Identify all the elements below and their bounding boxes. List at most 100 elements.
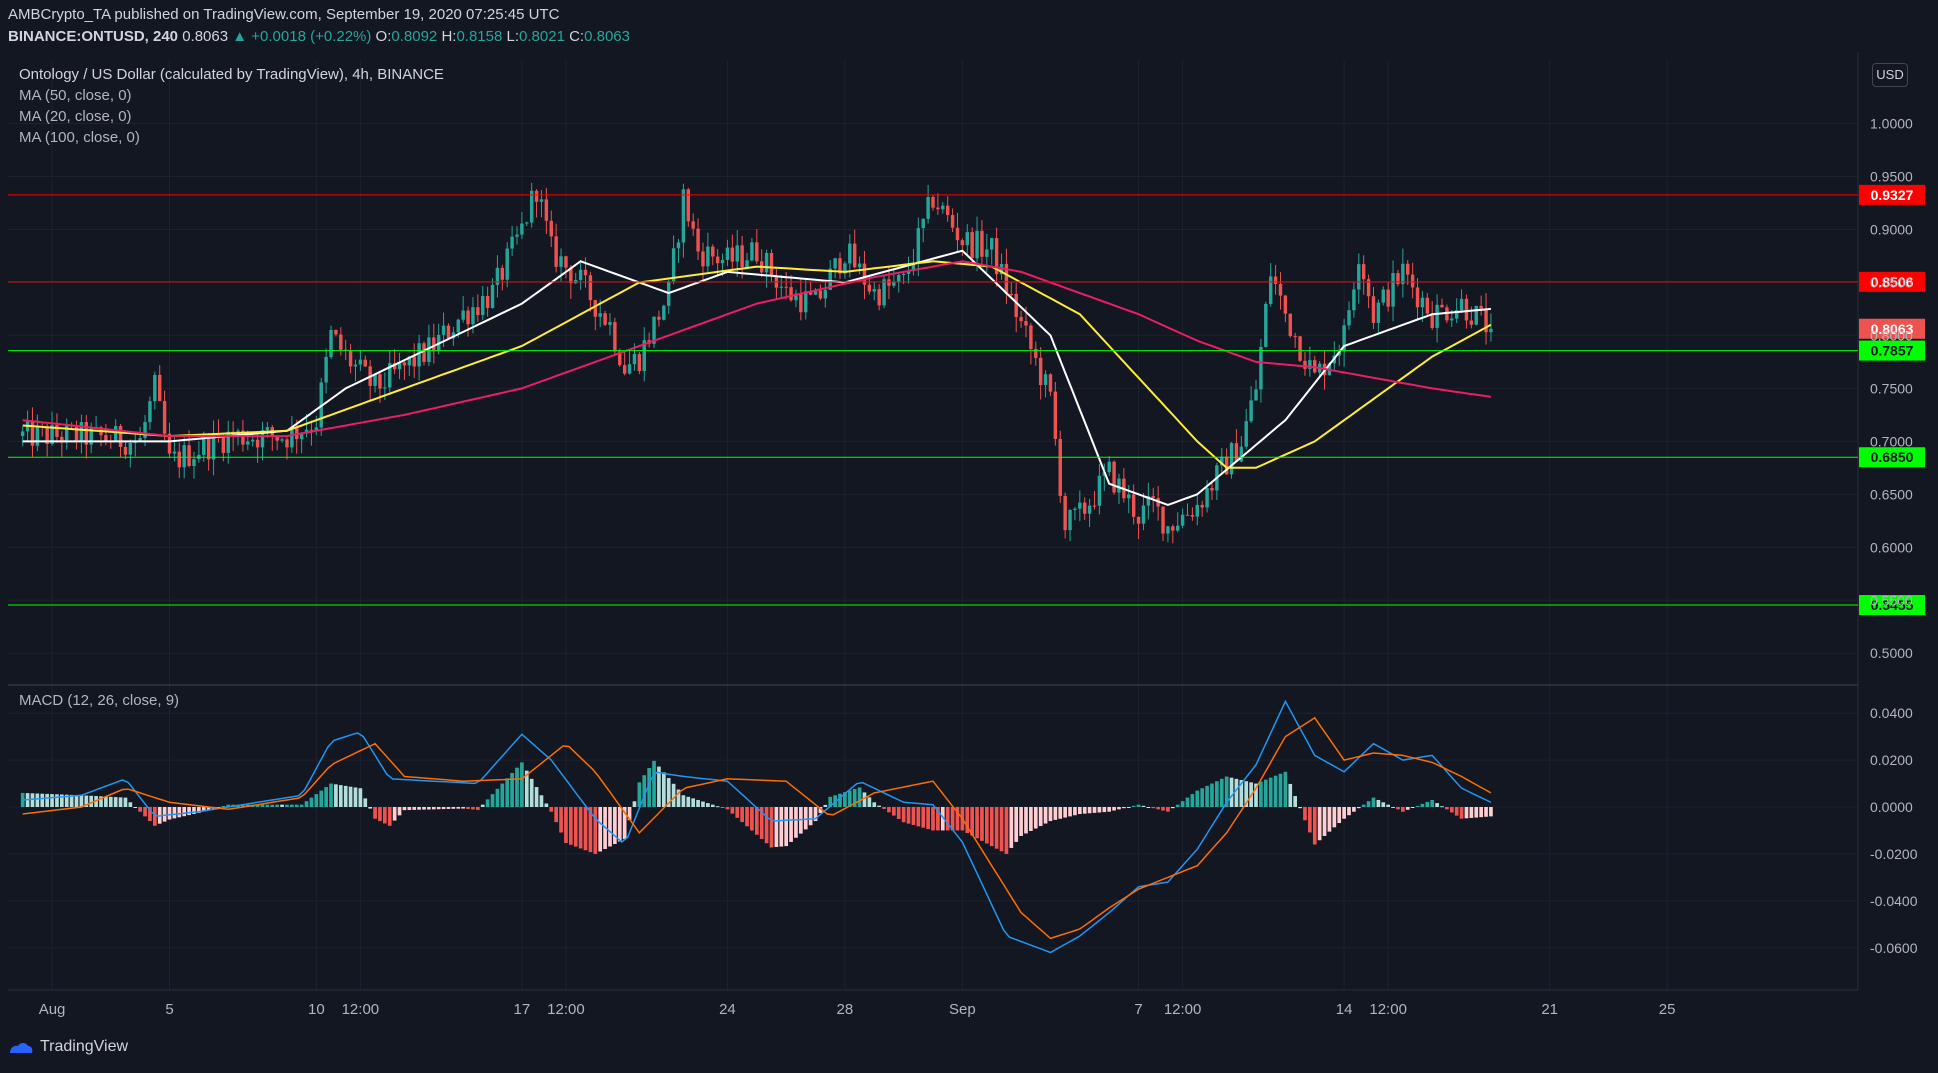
candle-body xyxy=(1347,310,1351,326)
candle-body xyxy=(804,291,808,313)
candle-body xyxy=(505,248,509,280)
ma100-legend[interactable]: MA (100, close, 0) xyxy=(19,129,140,146)
macd-histogram-bar xyxy=(221,806,226,808)
candle-body xyxy=(598,313,602,317)
macd-histogram-bar xyxy=(1479,807,1483,818)
candle-body xyxy=(74,426,79,442)
macd-histogram-bar xyxy=(1029,807,1033,831)
candle-body xyxy=(295,427,299,440)
macd-histogram-bar xyxy=(495,788,500,807)
macd-histogram-bar xyxy=(1254,783,1258,807)
macd-histogram-bar xyxy=(1043,807,1048,824)
macd-histogram-bar xyxy=(84,795,89,807)
macd-histogram-bar xyxy=(769,807,774,848)
macd-histogram-bar xyxy=(906,807,911,824)
price-change: ▲ +0.0018 (+0.22%) xyxy=(232,28,372,45)
candle-body xyxy=(1146,496,1151,506)
macd-histogram-bar xyxy=(950,807,955,831)
candle-body xyxy=(755,242,759,262)
macd-histogram-bar xyxy=(1440,806,1444,808)
macd-histogram-bar xyxy=(1131,805,1136,807)
price-tick-label: 0.6500 xyxy=(1870,486,1913,502)
macd-histogram-bar xyxy=(1415,805,1420,807)
ma50-legend[interactable]: MA (50, close, 0) xyxy=(19,87,132,104)
macd-histogram-bar xyxy=(1073,807,1077,816)
candle-body xyxy=(1224,456,1229,475)
macd-histogram-bar xyxy=(852,789,857,807)
candle-body xyxy=(872,289,876,292)
candle-body xyxy=(314,427,319,431)
candle-body xyxy=(936,207,940,210)
macd-histogram-bar xyxy=(1058,807,1063,819)
tradingview-footer[interactable]: TradingView xyxy=(8,1038,128,1056)
candle-body xyxy=(691,221,695,229)
time-tick-label: 24 xyxy=(719,1001,736,1018)
candle-body xyxy=(1303,360,1307,369)
macd-histogram-bar xyxy=(901,807,906,823)
candle-body xyxy=(363,359,367,367)
macd-histogram-bar xyxy=(348,786,353,807)
candle-body xyxy=(823,289,828,299)
candle-body xyxy=(89,427,93,445)
macd-histogram-bar xyxy=(1337,807,1342,824)
macd-histogram-bar xyxy=(309,797,314,807)
macd-histogram-bar xyxy=(1469,807,1474,818)
macd-histogram-bar xyxy=(1180,801,1185,807)
macd-histogram-bar xyxy=(642,775,647,807)
macd-histogram-bar xyxy=(1239,780,1244,807)
candle-body xyxy=(113,425,118,443)
macd-histogram-bar xyxy=(573,807,578,847)
candle-body xyxy=(500,267,505,280)
candle-body xyxy=(226,431,230,453)
currency-button[interactable]: USD xyxy=(1872,63,1908,87)
macd-histogram-bar xyxy=(1435,803,1439,807)
macd-histogram-bar xyxy=(1293,796,1298,807)
macd-histogram-bar xyxy=(578,807,583,849)
ma20-legend[interactable]: MA (20, close, 0) xyxy=(19,108,132,125)
candle-body xyxy=(520,223,524,235)
macd-histogram-bar xyxy=(113,797,118,807)
candle-body xyxy=(153,374,157,402)
price-tick-label: 0.9500 xyxy=(1870,169,1913,185)
macd-histogram-bar xyxy=(1425,801,1430,807)
macd-histogram-bar xyxy=(177,807,182,818)
macd-histogram-bar xyxy=(436,807,441,810)
macd-histogram-bar xyxy=(167,807,172,820)
macd-histogram-bar xyxy=(559,807,563,833)
candle-body xyxy=(549,220,553,237)
candle-body xyxy=(515,234,519,237)
macd-histogram-bar xyxy=(666,778,671,807)
candle-body xyxy=(192,459,196,466)
candle-body xyxy=(1283,295,1288,314)
candle-body xyxy=(642,340,646,372)
macd-histogram-bar xyxy=(994,807,999,849)
candle-body xyxy=(211,433,216,460)
candle-body xyxy=(1063,495,1067,531)
macd-histogram-bar xyxy=(823,804,828,807)
candle-body xyxy=(681,189,686,243)
macd-histogram-bar xyxy=(299,804,304,807)
candle-body xyxy=(960,240,965,246)
macd-histogram-bar xyxy=(30,793,35,807)
candle-body xyxy=(1210,487,1214,491)
candle-body xyxy=(427,337,431,362)
macd-histogram-bar xyxy=(1102,807,1107,813)
candle-body xyxy=(657,316,661,320)
close-value: 0.8063 xyxy=(584,28,630,45)
macd-histogram-bar xyxy=(696,799,700,807)
macd-histogram-bar xyxy=(363,798,368,807)
macd-histogram-bar xyxy=(368,807,373,809)
macd-histogram-bar xyxy=(1376,799,1381,807)
macd-histogram-bar xyxy=(383,807,387,824)
candle-body xyxy=(1112,461,1116,493)
time-tick-label: Sep xyxy=(949,1001,976,1018)
macd-histogram-bar xyxy=(1053,807,1058,820)
candle-body xyxy=(808,291,813,295)
macd-histogram-bar xyxy=(789,807,793,842)
macd-histogram-bar xyxy=(422,807,426,810)
macd-histogram-bar xyxy=(1391,807,1395,808)
price-tick-label: 0.5500 xyxy=(1870,592,1913,608)
candle-body xyxy=(417,343,421,367)
macd-legend[interactable]: MACD (12, 26, close, 9) xyxy=(19,692,180,709)
